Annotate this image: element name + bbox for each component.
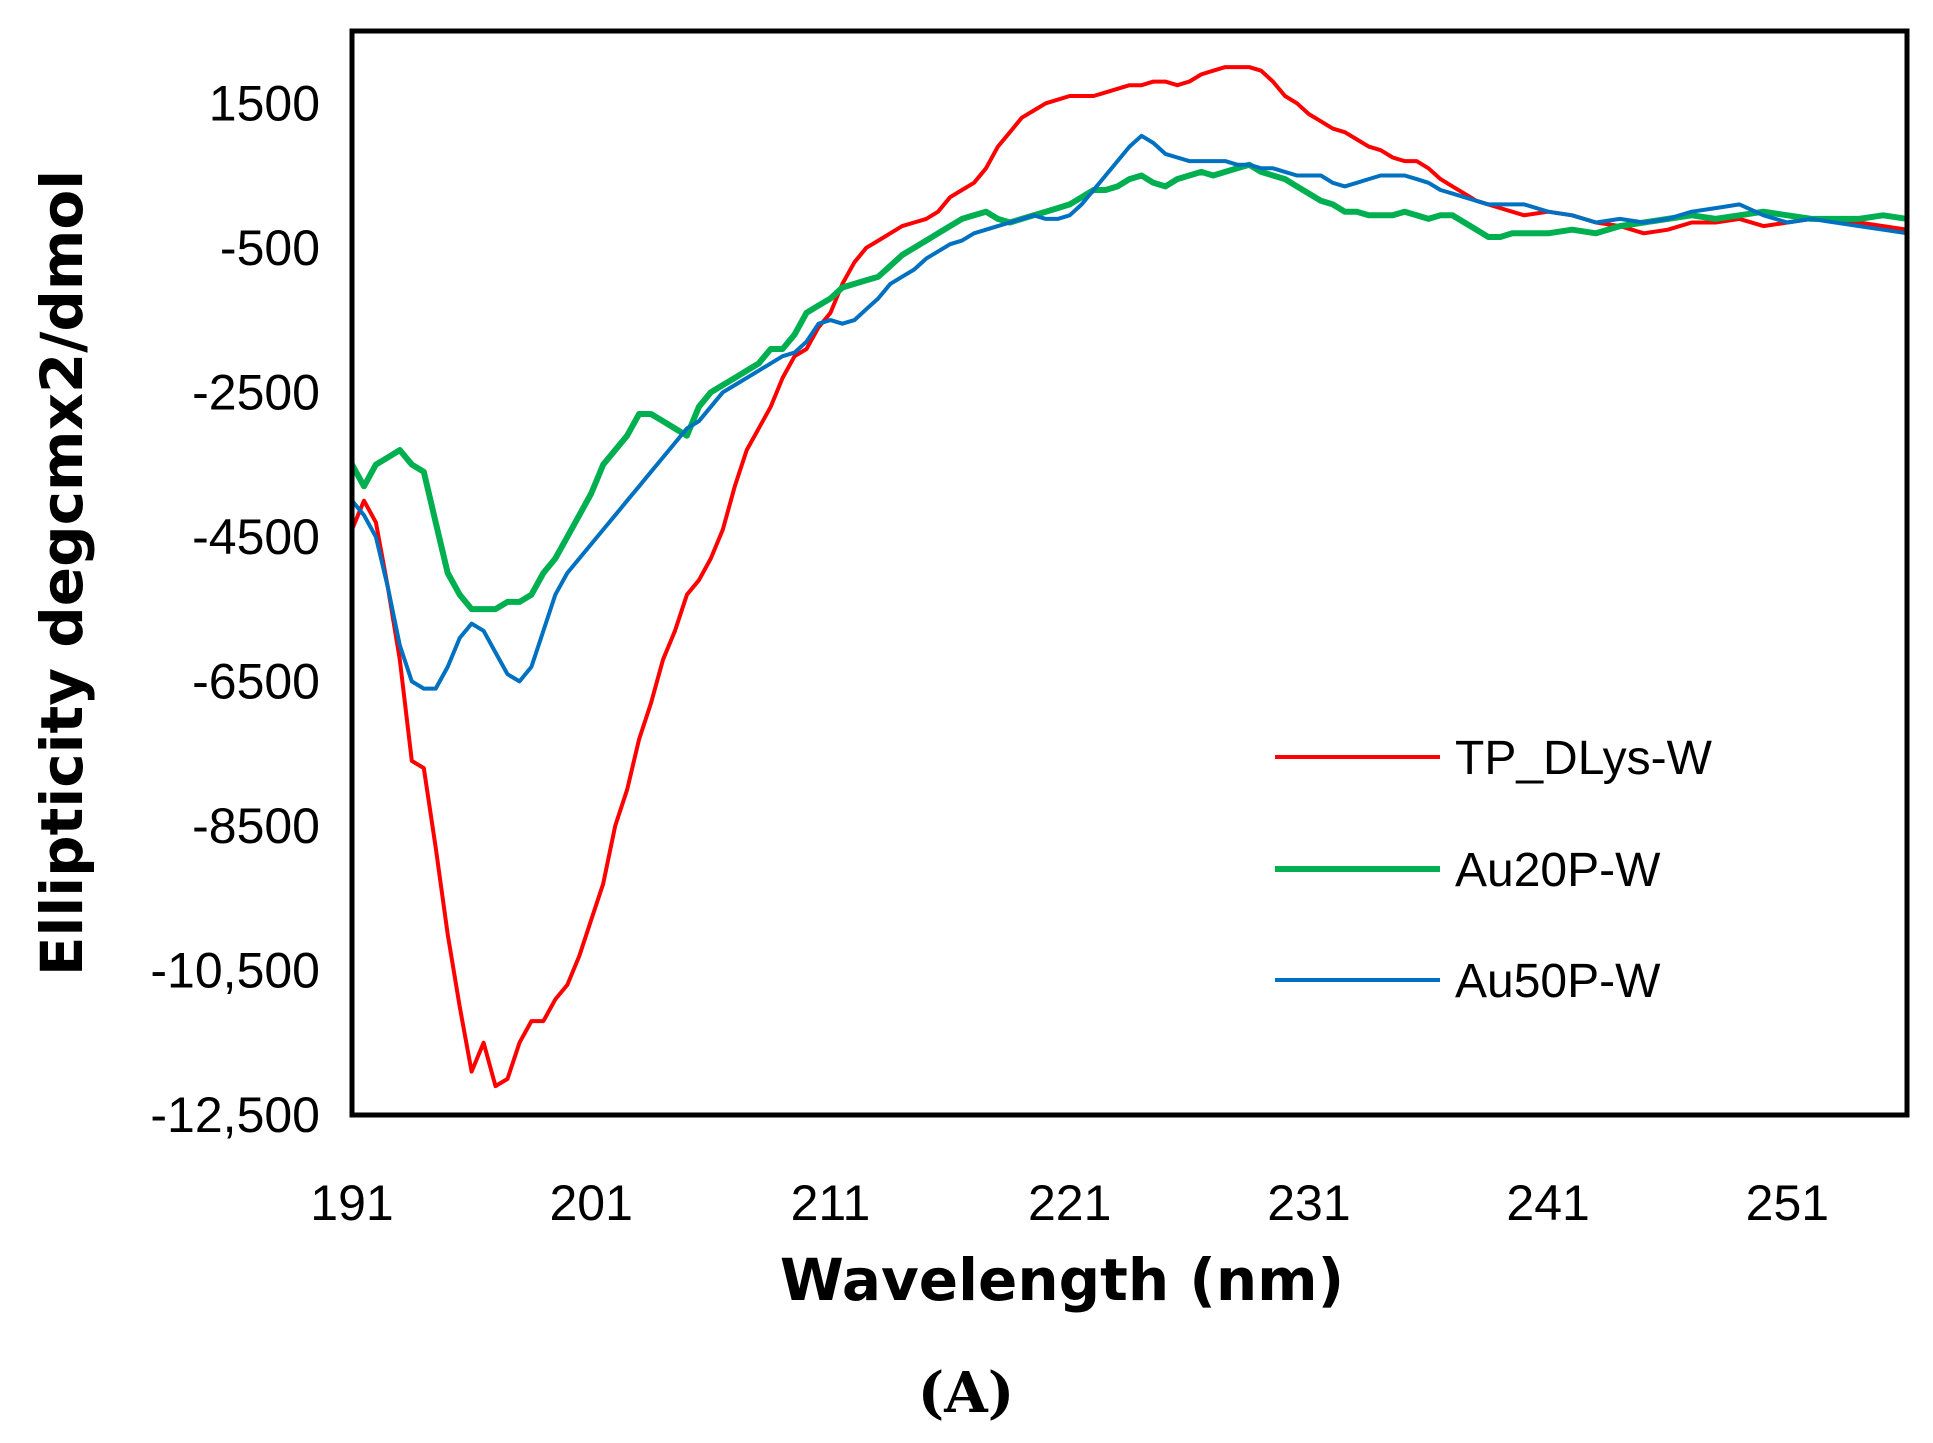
x-axis-tick-labels: 191 201 211 221 231 241 251 [310,1175,1829,1231]
y-tick-label: -500 [220,220,320,276]
plot-area-frame [349,28,1910,1118]
y-axis-title: Ellipticity degcmx2/dmol [28,170,96,976]
panel-label: (A) [918,1360,1014,1426]
y-tick-label: -8500 [192,798,320,854]
y-tick-label: -2500 [192,364,320,420]
x-tick-label: 241 [1506,1175,1589,1231]
x-tick-label: 191 [310,1175,393,1231]
series-line-au50p-w [352,133,1907,691]
legend: TP_DLys-W Au20P-W Au50P-W [1275,732,1713,1008]
y-tick-label: -12,500 [150,1087,320,1143]
x-tick-label: 231 [1267,1175,1350,1231]
series-line-au20p-w [352,161,1907,613]
x-tick-label: 221 [1028,1175,1111,1231]
y-tick-label: -10,500 [150,942,320,998]
legend-label: TP_DLys-W [1455,732,1713,785]
y-tick-label: 1500 [209,75,320,131]
x-tick-label: 201 [550,1175,633,1231]
y-tick-label: -6500 [192,653,320,709]
legend-label: Au20P-W [1455,844,1661,897]
legend-label: Au50P-W [1455,955,1661,1008]
series-layer [352,65,1907,1089]
y-axis-tick-labels: 1500 -500 -2500 -4500 -6500 -8500 -10,500 -12,5… [150,75,320,1143]
x-tick-label: 251 [1746,1175,1829,1231]
x-axis-title: Wavelength (nm) [780,1246,1344,1314]
y-tick-label: -4500 [192,509,320,565]
x-tick-label: 211 [791,1175,871,1231]
